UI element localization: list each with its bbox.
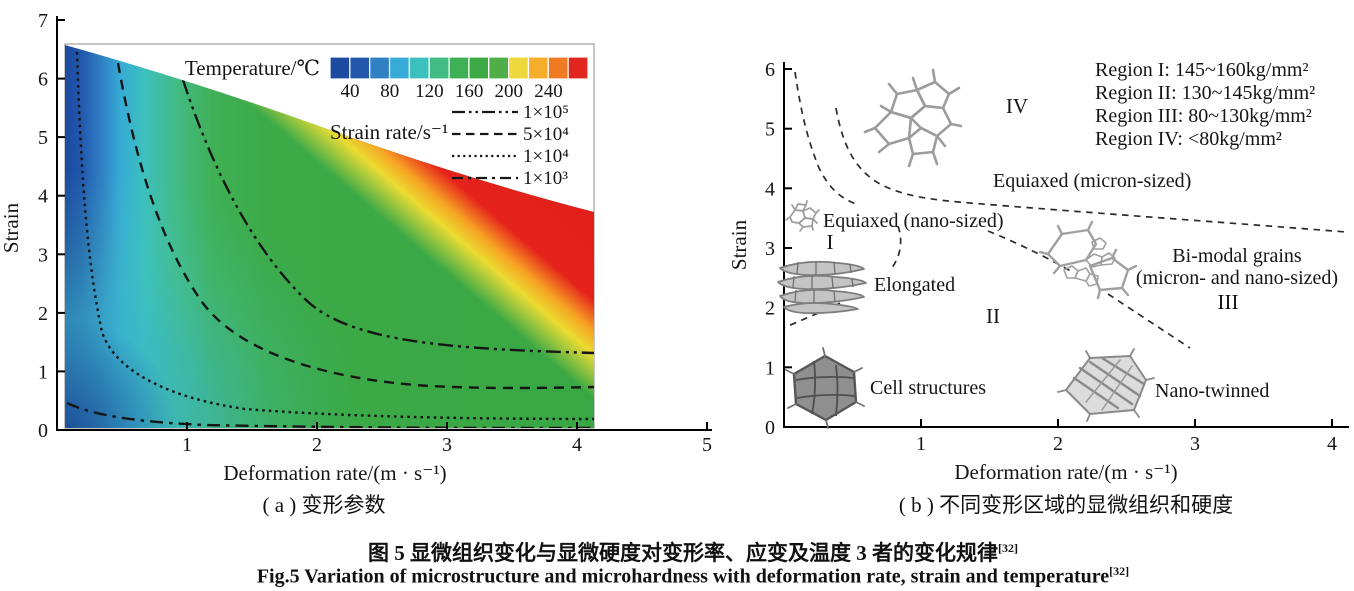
y-tick-label: 6 xyxy=(765,59,775,81)
y-tick-label: 3 xyxy=(765,238,775,260)
label-cell-structures: Cell structures xyxy=(870,377,986,399)
panel-b-x-axis-label: Deformation rate/(m · s⁻¹) xyxy=(954,460,1177,484)
equiaxed-micron-icon xyxy=(863,68,963,168)
boundary-i-ii-upper xyxy=(890,225,902,270)
hardness-line: Region III: 80~130kg/mm² xyxy=(1095,105,1312,127)
region-label-i: I xyxy=(827,230,834,254)
colorbar-tick-label: 80 xyxy=(380,81,399,102)
strain-rate-legend: Strain rate/s⁻¹ 1×10⁵ 5×10⁴ 1×10⁴ 1×10³ xyxy=(330,102,569,189)
region-label-ii: II xyxy=(986,304,1000,328)
elongated-icon xyxy=(777,260,867,315)
y-tick-label: 2 xyxy=(765,298,775,320)
boundary-ii-iii-lower xyxy=(1107,293,1191,349)
legend-entry-label: 1×10³ xyxy=(523,168,568,189)
colorbar-tick-label: 240 xyxy=(534,81,563,102)
figure-caption-en: Fig.5 Variation of microstructure and mi… xyxy=(257,564,1129,589)
colorbar-tick-label: 120 xyxy=(415,81,444,102)
label-nano-twinned: Nano-twinned xyxy=(1155,380,1269,402)
y-tick-label: 0 xyxy=(38,420,48,442)
label-bimodal-line1: Bi-modal grains xyxy=(1172,245,1302,267)
contour-1e3-line xyxy=(66,401,593,428)
cell-structures-icon xyxy=(785,347,865,429)
legend-entry-label: 5×10⁴ xyxy=(523,124,569,145)
colorbar-segments xyxy=(329,56,589,80)
panel-b-region-diagram: 0 1 2 3 4 5 6 1 2 3 4 Strain Deformation… xyxy=(727,59,1349,484)
y-tick-label: 1 xyxy=(765,357,775,379)
panel-a-x-axis-label: Deformation rate/(m · s⁻¹) xyxy=(223,461,446,485)
region-label-iii: III xyxy=(1218,290,1239,314)
label-equiaxed-nano: Equiaxed (nano-sized) xyxy=(823,210,1003,232)
y-tick-label: 1 xyxy=(38,361,48,383)
legend-title: Strain rate/s⁻¹ xyxy=(330,120,448,144)
boundary-upper-left xyxy=(794,71,857,205)
equiaxed-nano-icon xyxy=(785,200,820,232)
x-tick-label: 4 xyxy=(572,434,582,456)
colorbar-title: Temperature/℃ xyxy=(185,56,320,80)
hardness-line: Region II: 130~145kg/mm² xyxy=(1095,82,1315,104)
panel-a-caption: ( a ) 变形参数 xyxy=(262,493,386,517)
y-tick-label: 5 xyxy=(765,119,775,141)
colorbar-tick-label: 40 xyxy=(341,81,360,102)
x-tick-label: 1 xyxy=(916,433,926,455)
x-tick-label: 2 xyxy=(312,434,322,456)
x-tick-label: 3 xyxy=(442,434,452,456)
panel-a-x-ticks xyxy=(186,422,708,430)
label-elongated: Elongated xyxy=(874,274,955,296)
nano-twinned-icon xyxy=(1057,348,1155,422)
y-tick-label: 0 xyxy=(765,417,775,439)
hardness-legend: Region I: 145~160kg/mm² Region II: 130~1… xyxy=(1095,59,1315,150)
panel-b-x-ticks xyxy=(920,419,1333,427)
label-bimodal-line2: (micron- and nano-sized) xyxy=(1136,267,1338,289)
panels-canvas: 0 1 2 3 4 5 6 7 1 2 3 4 5 Strain Deforma… xyxy=(0,10,1349,485)
y-tick-label: 2 xyxy=(38,303,48,325)
region-label-iv: IV xyxy=(1006,94,1028,118)
x-tick-label: 3 xyxy=(1190,433,1200,455)
figure-caption-zh-text: 图 5 显微组织变化与显微硬度对变形率、应变及温度 3 者的变化规律 xyxy=(368,541,998,565)
x-tick-label: 2 xyxy=(1053,433,1063,455)
panel-a-y-axis-label: Strain xyxy=(0,202,23,253)
y-tick-label: 7 xyxy=(38,10,48,32)
bimodal-grains-icon xyxy=(1038,220,1138,300)
y-tick-label: 4 xyxy=(765,178,775,200)
panel-b-caption: ( b ) 不同变形区域的显微组织和硬度 xyxy=(898,493,1234,517)
panel-b-y-axis-label: Strain xyxy=(727,219,751,270)
x-tick-label: 5 xyxy=(702,434,712,456)
y-tick-label: 5 xyxy=(38,127,48,149)
figure-caption-zh: 图 5 显微组织变化与显微硬度对变形率、应变及温度 3 者的变化规律[32] xyxy=(368,537,1018,567)
hardness-line: Region I: 145~160kg/mm² xyxy=(1095,59,1308,81)
y-tick-label: 6 xyxy=(38,69,48,91)
hardness-line: Region IV: <80kg/mm² xyxy=(1095,128,1282,150)
x-tick-label: 4 xyxy=(1327,433,1337,455)
panel-a-y-ticks xyxy=(57,19,65,431)
y-tick-label: 3 xyxy=(38,244,48,266)
label-equiaxed-micron: Equiaxed (micron-sized) xyxy=(993,170,1191,192)
legend-entry-label: 1×10⁵ xyxy=(523,102,569,123)
colorbar-tick-label: 160 xyxy=(455,81,484,102)
y-tick-label: 4 xyxy=(38,186,48,208)
colorbar-tick-label: 200 xyxy=(495,81,524,102)
legend-entry-label: 1×10⁴ xyxy=(523,146,569,167)
temperature-colorbar: Temperature/℃ 40 80 120 160 200 2 xyxy=(185,56,589,102)
boundary-region-iv-lower xyxy=(835,107,1347,233)
figure-caption-zh-ref: [32] xyxy=(998,541,1018,555)
contour-1e5-line xyxy=(181,79,594,355)
figure-caption-en-text: Fig.5 Variation of microstructure and mi… xyxy=(256,565,1110,588)
figure-caption-en-ref: [32] xyxy=(1109,564,1130,578)
panel-a-contour-map: 0 1 2 3 4 5 6 7 1 2 3 4 5 Strain Deforma… xyxy=(0,10,712,485)
x-tick-label: 1 xyxy=(182,434,192,456)
